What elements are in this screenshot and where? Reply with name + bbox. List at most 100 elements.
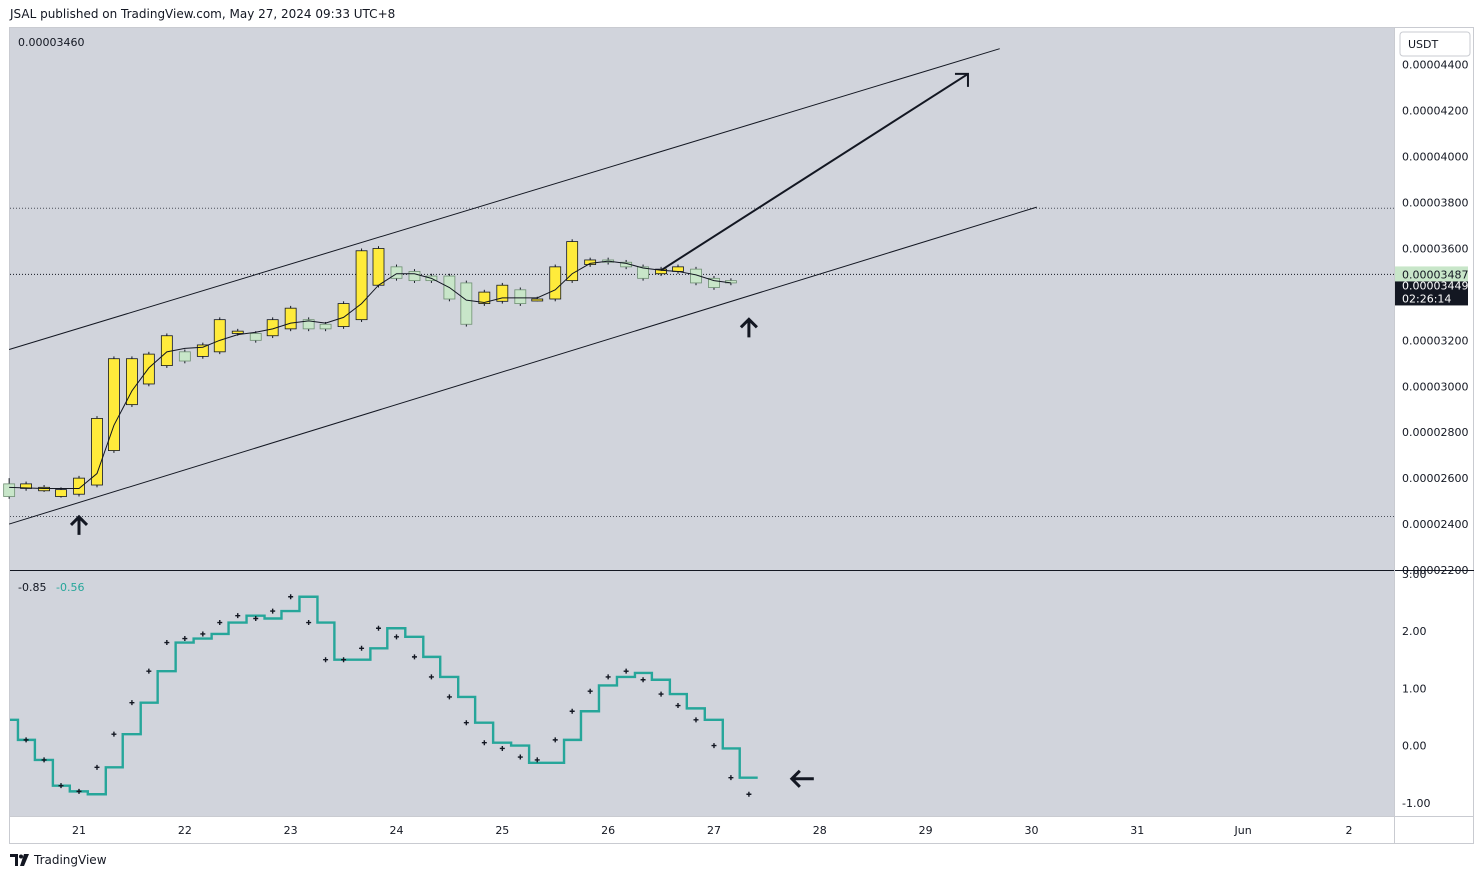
oscillator-dot — [711, 743, 717, 749]
hidden-price-label: 0.00003449 — [1402, 279, 1468, 292]
candle-down[interactable] — [637, 266, 649, 279]
oscillator-dot — [94, 764, 100, 770]
candle-up[interactable] — [566, 241, 579, 282]
chart-frame — [9, 27, 1474, 844]
oscillator-dot — [411, 654, 417, 660]
candle-up[interactable] — [142, 353, 155, 385]
oscillator-dot — [499, 745, 505, 751]
oscillator-dot — [359, 645, 365, 651]
time-tick-label: 2 — [1345, 824, 1352, 837]
top-left-price-label: 0.00003460 — [18, 36, 84, 49]
candle-up[interactable] — [284, 307, 297, 330]
candle-down[interactable] — [302, 319, 315, 330]
price-tick-label: 0.00003000 — [1402, 380, 1468, 393]
time-tick-label: 21 — [72, 824, 86, 837]
time-tick-label: 24 — [389, 824, 403, 837]
price-tick-label: 0.00004000 — [1402, 151, 1468, 164]
candle-up[interactable] — [213, 319, 226, 353]
candle-down[interactable] — [708, 277, 720, 288]
price-tick-label: 0.00002600 — [1402, 472, 1468, 485]
oscillator-dot — [306, 620, 312, 626]
candle-up[interactable] — [126, 358, 138, 406]
candle-up[interactable] — [108, 358, 120, 451]
oscillator-dot — [200, 631, 206, 637]
candle-up[interactable] — [496, 284, 509, 302]
countdown-label: 02:26:14 — [1402, 292, 1451, 305]
oscillator-dot — [341, 657, 347, 663]
oscillator-dot — [552, 737, 558, 743]
candle-down[interactable] — [460, 282, 473, 325]
oscillator-tick-label: 2.00 — [1402, 625, 1427, 638]
last-price-label: 0.00003487 — [1402, 268, 1468, 281]
up-arrow-icon — [69, 514, 89, 535]
moving-average-line — [9, 260, 731, 489]
time-tick-label: Jun — [1234, 824, 1252, 837]
candle-up[interactable] — [38, 486, 50, 492]
oscillator-dot — [428, 674, 434, 680]
oscillator-dot — [164, 640, 170, 646]
time-tick-label: 23 — [284, 824, 298, 837]
oscillator-dot — [569, 708, 575, 714]
candle-up[interactable] — [531, 298, 544, 302]
lower-channel-line[interactable] — [9, 206, 1037, 525]
tradingview-brand: TradingView — [34, 853, 107, 867]
oscillator-dot — [76, 788, 82, 794]
candle-down[interactable] — [390, 266, 403, 279]
oscillator-pane-background — [10, 571, 1394, 816]
candle-up[interactable] — [355, 250, 368, 321]
upper-channel-line[interactable] — [9, 48, 1000, 351]
candle-up[interactable] — [266, 319, 279, 337]
projection-arrow-line[interactable] — [660, 73, 969, 272]
candle-up[interactable] — [231, 330, 244, 334]
time-tick-label: 29 — [919, 824, 933, 837]
osc-legend-value-2: -0.56 — [56, 581, 84, 594]
candle-up[interactable] — [55, 489, 67, 497]
currency-label: USDT — [1408, 38, 1439, 51]
price-tick-label: 0.00003200 — [1402, 334, 1468, 347]
candle-down[interactable] — [249, 333, 262, 341]
currency-button[interactable]: USDT — [1399, 31, 1471, 57]
candle-down[interactable] — [3, 483, 16, 497]
candle-down[interactable] — [319, 323, 332, 330]
left-arrow-icon — [789, 769, 814, 788]
oscillator-dot — [517, 754, 523, 760]
time-tick-label: 27 — [707, 824, 721, 837]
price-tick-label: 0.00004400 — [1402, 59, 1468, 72]
time-tick-label: 26 — [601, 824, 615, 837]
candle-down[interactable] — [178, 351, 191, 362]
oscillator-step-line — [10, 595, 758, 796]
osc-legend-value-1: -0.85 — [18, 581, 46, 594]
up-arrow-icon — [739, 317, 758, 338]
oscillator-dot — [587, 688, 593, 694]
oscillator-dot — [658, 691, 664, 697]
oscillator-dot — [129, 700, 135, 706]
candle-up[interactable] — [337, 303, 350, 327]
candle-down[interactable] — [690, 268, 702, 284]
oscillator-dot — [728, 775, 734, 781]
candle-up[interactable] — [372, 248, 385, 286]
oscillator-dot — [534, 757, 540, 763]
candle-up[interactable] — [478, 291, 491, 304]
price-tick-label: 0.00002200 — [1402, 564, 1468, 577]
candle-up[interactable] — [549, 266, 562, 300]
publish-header: JSAL published on TradingView.com, May 2… — [10, 7, 396, 21]
candle-down[interactable] — [408, 271, 421, 282]
oscillator-dot — [375, 625, 381, 631]
oscillator-dot — [111, 731, 117, 737]
oscillator-dot — [217, 620, 223, 626]
candle-up[interactable] — [20, 483, 32, 489]
candle-down[interactable] — [514, 289, 527, 304]
oscillator-dot — [675, 703, 681, 709]
oscillator-tick-label: 1.00 — [1402, 682, 1427, 695]
candle-up[interactable] — [196, 344, 209, 357]
projection-arrow-head — [954, 72, 969, 87]
candle-up[interactable] — [91, 418, 103, 486]
oscillator-tick-label: 0.00 — [1402, 740, 1427, 753]
time-tick-label: 30 — [1024, 824, 1038, 837]
oscillator-dot — [463, 720, 469, 726]
oscillator-legend: -0.85 -0.56 — [18, 581, 84, 594]
oscillator-dot — [235, 613, 241, 619]
price-tick-label: 0.00002800 — [1402, 426, 1468, 439]
candle-up[interactable] — [73, 477, 85, 495]
